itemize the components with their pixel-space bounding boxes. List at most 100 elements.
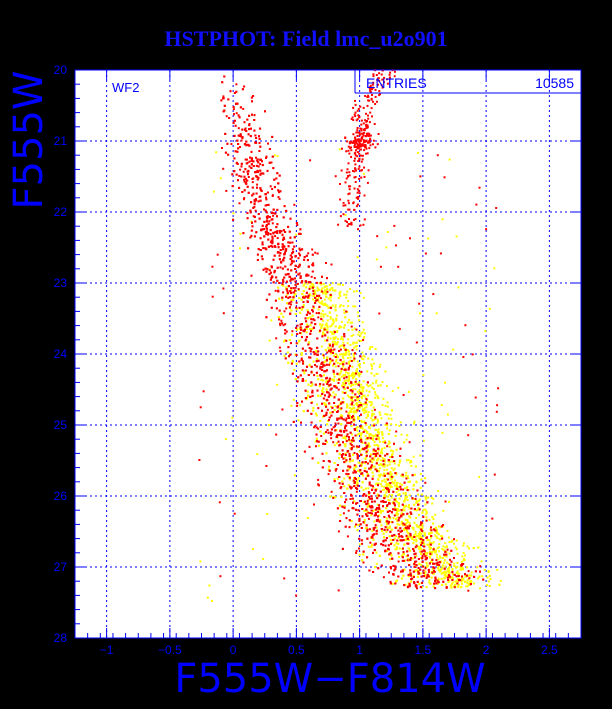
data-point-yellow <box>325 322 328 325</box>
data-point-yellow <box>386 483 389 486</box>
data-point-yellow <box>428 581 431 584</box>
data-point-red <box>332 369 335 372</box>
data-point-yellow <box>403 506 406 509</box>
data-point-red <box>371 512 373 515</box>
data-point-red <box>343 377 346 380</box>
data-point-yellow <box>368 401 371 404</box>
data-point-red <box>312 290 315 292</box>
data-point-yellow <box>493 267 496 270</box>
data-point-yellow <box>273 154 276 157</box>
data-point-red <box>347 473 350 475</box>
data-point-red <box>373 514 376 517</box>
data-point-yellow <box>355 348 358 351</box>
data-point-yellow <box>374 393 377 396</box>
data-point-red <box>290 269 293 272</box>
data-point-yellow <box>444 546 447 549</box>
data-point-red <box>391 456 394 458</box>
data-point-red <box>359 425 362 428</box>
data-point-yellow <box>344 354 347 356</box>
data-point-yellow <box>387 495 390 498</box>
data-point-yellow <box>394 507 396 509</box>
data-point-yellow <box>408 507 411 510</box>
data-point-yellow <box>320 302 323 305</box>
data-point-yellow <box>384 495 387 498</box>
data-point-yellow <box>328 288 331 291</box>
data-point-red <box>426 556 428 559</box>
data-point-red <box>264 110 266 113</box>
data-point-yellow <box>386 401 389 404</box>
data-point-yellow <box>389 553 392 556</box>
data-point-yellow <box>404 505 407 508</box>
data-point-yellow <box>383 440 386 443</box>
data-point-red <box>310 365 313 368</box>
data-point-red <box>285 288 288 291</box>
data-point-red <box>266 191 269 194</box>
data-point-yellow <box>374 566 377 569</box>
data-point-red <box>248 165 251 168</box>
data-point-red <box>339 487 342 490</box>
data-point-yellow <box>462 552 465 554</box>
data-point-yellow <box>383 478 386 481</box>
data-point-red <box>318 305 321 308</box>
data-point-yellow <box>386 464 389 467</box>
data-point-yellow <box>454 546 457 549</box>
data-point-yellow <box>347 338 350 341</box>
data-point-yellow <box>358 432 361 435</box>
data-point-red <box>341 455 343 458</box>
data-point-yellow <box>357 469 359 472</box>
data-point-yellow <box>448 567 450 570</box>
data-point-red <box>285 295 287 298</box>
data-point-yellow <box>395 526 398 529</box>
data-point-yellow <box>374 418 377 420</box>
data-point-red <box>317 316 320 319</box>
data-point-red <box>250 159 253 162</box>
data-point-yellow <box>380 455 382 458</box>
data-point-red <box>310 318 313 321</box>
data-point-red <box>324 394 326 397</box>
data-point-yellow <box>347 468 350 471</box>
data-point-red <box>305 336 308 338</box>
data-point-yellow <box>368 348 371 350</box>
data-point-red <box>289 306 291 309</box>
data-point-yellow <box>466 545 469 548</box>
data-point-yellow <box>376 395 379 398</box>
data-point-red <box>448 574 451 577</box>
data-point-red <box>449 563 452 566</box>
data-point-yellow <box>361 397 364 400</box>
data-point-yellow <box>368 445 371 448</box>
data-point-red <box>320 362 323 365</box>
data-point-red <box>412 548 415 551</box>
data-point-yellow <box>423 542 426 545</box>
data-point-red <box>320 369 323 371</box>
data-point-red <box>443 567 446 570</box>
data-point-red <box>381 500 384 503</box>
data-point-red <box>393 502 396 505</box>
data-point-yellow <box>421 537 424 540</box>
data-point-yellow <box>381 434 384 437</box>
data-point-yellow <box>384 520 387 523</box>
data-point-red <box>369 455 372 458</box>
data-point-yellow <box>361 390 364 393</box>
data-point-red <box>282 248 284 251</box>
data-point-yellow <box>381 452 384 455</box>
data-point-red <box>464 573 466 576</box>
data-point-red <box>438 564 441 566</box>
data-point-yellow <box>327 346 330 349</box>
data-point-yellow <box>329 330 332 333</box>
data-point-red <box>235 112 238 115</box>
data-point-yellow <box>429 541 432 544</box>
data-point-red <box>297 288 300 291</box>
data-point-yellow <box>373 440 376 443</box>
data-point-red <box>327 391 330 394</box>
data-point-red <box>373 543 376 546</box>
data-point-yellow <box>327 468 330 471</box>
data-point-yellow <box>327 297 330 300</box>
data-point-red <box>321 361 324 364</box>
data-point-red <box>291 330 294 333</box>
data-point-yellow <box>389 470 392 473</box>
data-point-red <box>346 433 349 436</box>
data-point-red <box>421 555 424 558</box>
data-point-red <box>402 539 405 542</box>
data-point-yellow <box>295 308 298 311</box>
data-point-red <box>286 292 289 295</box>
